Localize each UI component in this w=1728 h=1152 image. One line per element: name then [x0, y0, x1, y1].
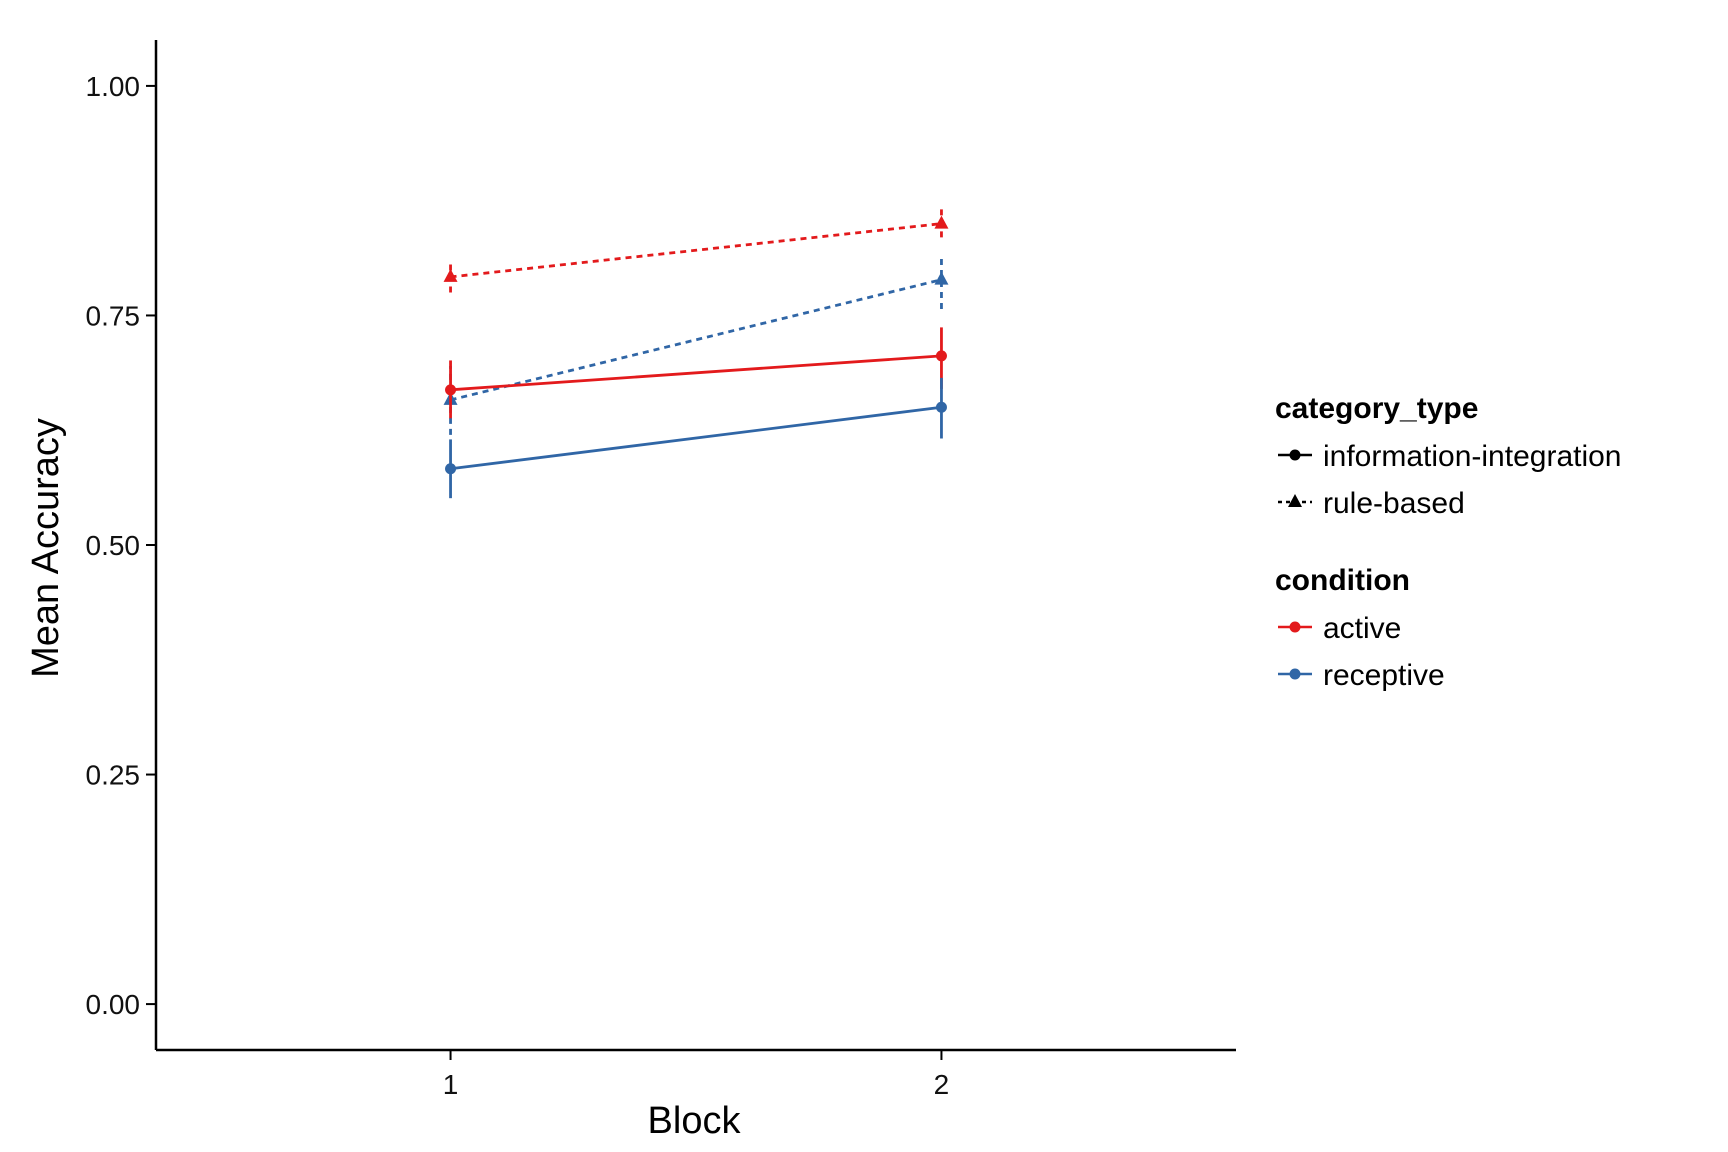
- data-point-circle: [935, 401, 947, 413]
- series-active-information-integration: [445, 327, 947, 419]
- legend-label-active: active: [1323, 612, 1401, 645]
- series-line: [450, 405, 942, 471]
- series-active-rule-based: [443, 208, 949, 293]
- legend-item-information-integration: information-integration: [1278, 440, 1622, 473]
- legend-label-receptive: receptive: [1323, 659, 1445, 692]
- data-point-triangle: [934, 271, 949, 285]
- legend-item-receptive: receptive: [1278, 659, 1445, 692]
- y-tick-label: 0.00: [86, 989, 141, 1020]
- legend-item-active: active: [1278, 612, 1401, 645]
- data-point-circle: [445, 463, 457, 475]
- series-line: [450, 222, 942, 279]
- data-point-triangle: [443, 268, 458, 282]
- y-tick-label: 0.25: [86, 760, 141, 791]
- series-layer: [443, 208, 949, 499]
- legend-item-rule-based: rule-based: [1278, 487, 1465, 520]
- y-tick-label: 1.00: [86, 71, 141, 102]
- legend-key-triangle-marker: [1288, 494, 1302, 507]
- legend-title-condition: condition: [1275, 564, 1410, 597]
- y-axis-title: Mean Accuracy: [25, 418, 67, 678]
- y-tick-label: 0.50: [86, 530, 141, 561]
- series-line: [450, 354, 942, 392]
- y-axis-ticks: 0.00 0.25 0.50 0.75 1.00: [86, 71, 156, 1020]
- x-tick-label: 2: [934, 1069, 950, 1100]
- series-receptive-rule-based: [443, 258, 949, 435]
- legend-key-active-marker: [1289, 621, 1301, 633]
- legend-key-circle-marker: [1289, 449, 1301, 461]
- y-tick-label: 0.75: [86, 300, 141, 331]
- data-point-circle: [935, 350, 947, 362]
- x-axis-title: Block: [648, 1100, 742, 1142]
- series-line: [450, 278, 942, 402]
- legend: category_type information-integration ru…: [1275, 392, 1622, 692]
- legend-title-category-type: category_type: [1275, 392, 1478, 425]
- data-point-triangle: [934, 215, 949, 229]
- legend-label-rule-based: rule-based: [1323, 487, 1465, 520]
- legend-key-receptive-marker: [1289, 668, 1301, 680]
- x-tick-label: 1: [443, 1069, 459, 1100]
- series-receptive-information-integration: [445, 377, 947, 499]
- legend-label-information-integration: information-integration: [1323, 440, 1622, 473]
- data-point-circle: [445, 384, 457, 396]
